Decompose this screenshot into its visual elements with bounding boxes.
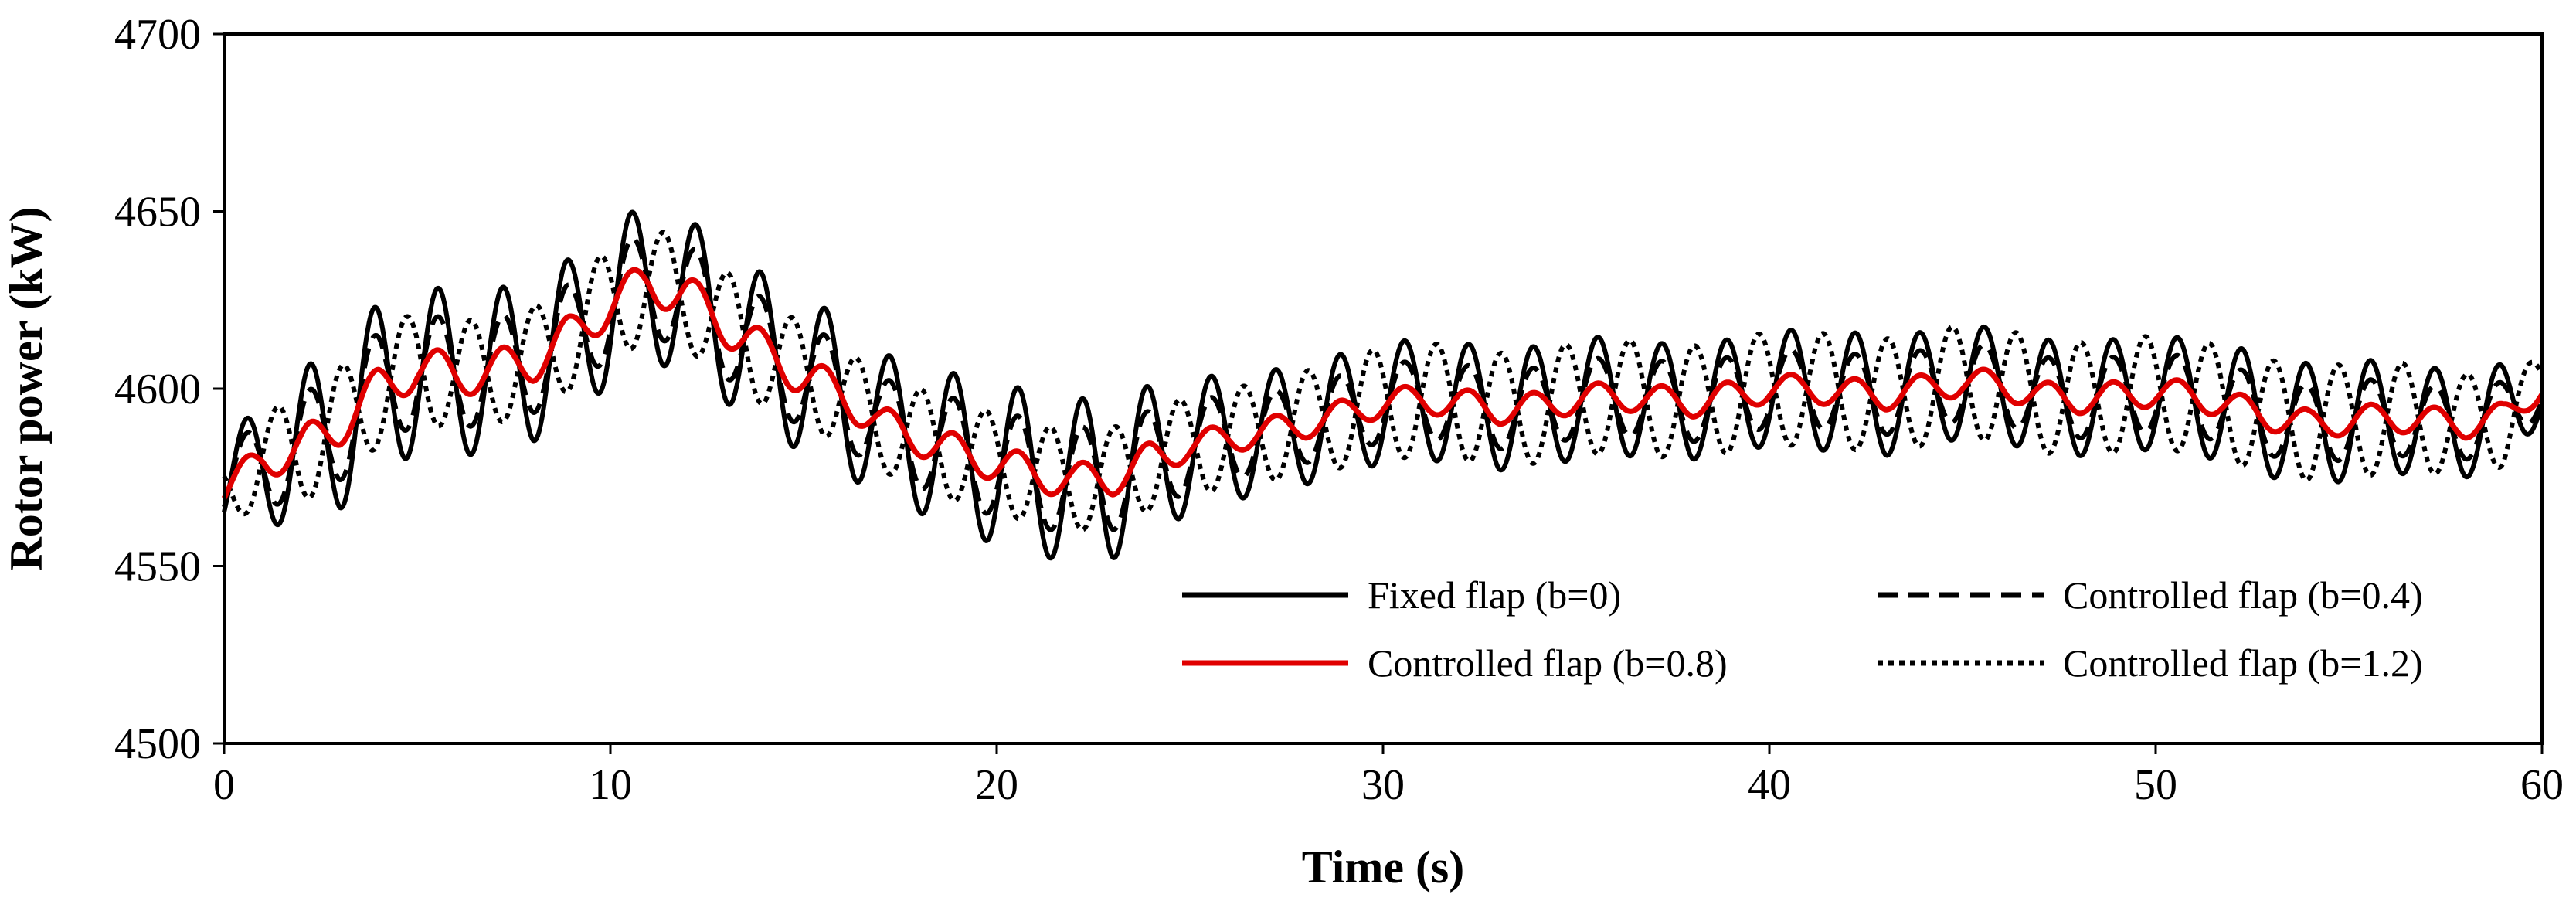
x-tick-label: 10 (589, 761, 632, 809)
legend-label: Controlled flap (b=1.2) (2063, 641, 2423, 685)
x-tick-label: 0 (213, 761, 235, 809)
series-layer (221, 209, 2545, 561)
y-axis-title: Rotor power (kW) (1, 206, 52, 570)
y-tick-label: 4500 (114, 720, 201, 768)
x-axis-title: Time (s) (1302, 842, 1465, 893)
x-tick-label: 40 (1748, 761, 1791, 809)
legend-label: Fixed flap (b=0) (1368, 573, 1621, 617)
legend-label: Controlled flap (b=0.4) (2063, 573, 2423, 617)
y-tick-label: 4600 (114, 366, 201, 413)
x-tick-label: 20 (975, 761, 1018, 809)
series-line (222, 209, 2544, 561)
y-tick-label: 4700 (114, 11, 201, 59)
series-line (221, 267, 2545, 500)
y-tick-label: 4650 (114, 189, 201, 236)
tick-layer: 0 10 20 30 40 50 60 4500 4550 4600 4650 4700 (114, 11, 2564, 809)
y-tick-label: 4550 (114, 543, 201, 591)
x-tick-label: 30 (1361, 761, 1405, 809)
x-tick-label: 60 (2520, 761, 2564, 809)
legend-label: Controlled flap (b=0.8) (1368, 641, 1728, 685)
series-line (222, 236, 2544, 532)
series-line (222, 230, 2544, 532)
x-tick-label: 50 (2134, 761, 2177, 809)
legend: Fixed flap (b=0) Controlled flap (b=0.4) C… (1182, 573, 2423, 685)
